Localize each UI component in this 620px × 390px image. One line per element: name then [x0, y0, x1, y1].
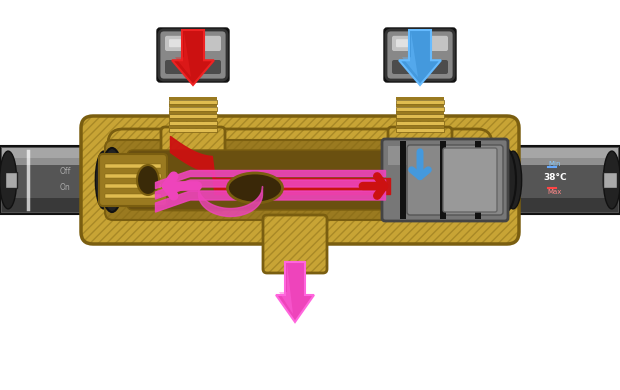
Bar	[5, 172, 17, 188]
Bar	[396, 107, 444, 111]
Bar	[0, 146, 112, 214]
FancyBboxPatch shape	[392, 60, 448, 74]
FancyBboxPatch shape	[108, 129, 492, 219]
Text: On: On	[60, 184, 71, 193]
Bar	[105, 174, 161, 178]
FancyBboxPatch shape	[392, 36, 448, 51]
Bar	[475, 141, 481, 219]
FancyBboxPatch shape	[165, 36, 221, 51]
FancyBboxPatch shape	[388, 127, 452, 210]
Bar	[396, 114, 444, 118]
Ellipse shape	[494, 148, 516, 212]
Bar	[507, 148, 618, 158]
Polygon shape	[276, 262, 314, 322]
Bar	[105, 184, 161, 188]
FancyBboxPatch shape	[443, 148, 497, 212]
Bar	[440, 141, 446, 219]
Text: Off: Off	[60, 167, 71, 177]
Ellipse shape	[228, 173, 283, 203]
FancyBboxPatch shape	[159, 30, 227, 80]
Bar	[169, 100, 217, 104]
Bar	[396, 104, 444, 107]
Bar	[169, 121, 217, 125]
FancyBboxPatch shape	[169, 39, 190, 47]
FancyBboxPatch shape	[99, 154, 167, 206]
Ellipse shape	[137, 165, 159, 195]
FancyBboxPatch shape	[384, 28, 456, 82]
Bar	[2, 199, 110, 212]
FancyBboxPatch shape	[263, 215, 327, 273]
Bar	[396, 111, 444, 114]
Bar	[400, 141, 406, 219]
Text: Min: Min	[549, 161, 561, 167]
Bar	[388, 146, 502, 165]
FancyBboxPatch shape	[81, 116, 519, 244]
Bar	[603, 172, 617, 188]
Text: 38°C: 38°C	[543, 172, 567, 181]
Ellipse shape	[0, 151, 17, 209]
Bar	[169, 104, 217, 107]
Bar	[169, 97, 217, 100]
Ellipse shape	[505, 151, 521, 209]
FancyBboxPatch shape	[396, 39, 417, 47]
Polygon shape	[279, 264, 293, 314]
Bar	[169, 107, 217, 111]
Bar	[169, 111, 217, 114]
Bar	[105, 194, 161, 198]
Bar	[396, 125, 444, 128]
Bar	[396, 100, 444, 104]
FancyBboxPatch shape	[407, 145, 503, 215]
Bar	[169, 128, 217, 132]
Bar	[507, 199, 618, 212]
FancyBboxPatch shape	[382, 139, 508, 221]
Bar	[169, 125, 217, 128]
Bar	[169, 118, 217, 121]
FancyBboxPatch shape	[127, 150, 429, 210]
FancyBboxPatch shape	[161, 127, 225, 210]
FancyBboxPatch shape	[165, 60, 221, 74]
Bar	[505, 146, 620, 214]
Bar	[396, 128, 444, 132]
Polygon shape	[175, 32, 191, 77]
Bar	[2, 148, 110, 165]
Bar	[396, 118, 444, 121]
FancyBboxPatch shape	[105, 140, 501, 220]
Polygon shape	[172, 30, 214, 85]
Bar	[396, 121, 444, 125]
Ellipse shape	[101, 148, 123, 212]
Polygon shape	[402, 32, 418, 77]
Bar	[396, 97, 444, 100]
Ellipse shape	[603, 151, 620, 209]
Bar	[507, 148, 618, 165]
Bar	[2, 148, 110, 158]
Ellipse shape	[95, 151, 112, 209]
FancyBboxPatch shape	[386, 30, 454, 80]
Polygon shape	[399, 30, 441, 85]
Bar	[105, 164, 161, 168]
FancyBboxPatch shape	[157, 28, 229, 82]
Text: Max: Max	[548, 189, 562, 195]
Bar	[169, 114, 217, 118]
